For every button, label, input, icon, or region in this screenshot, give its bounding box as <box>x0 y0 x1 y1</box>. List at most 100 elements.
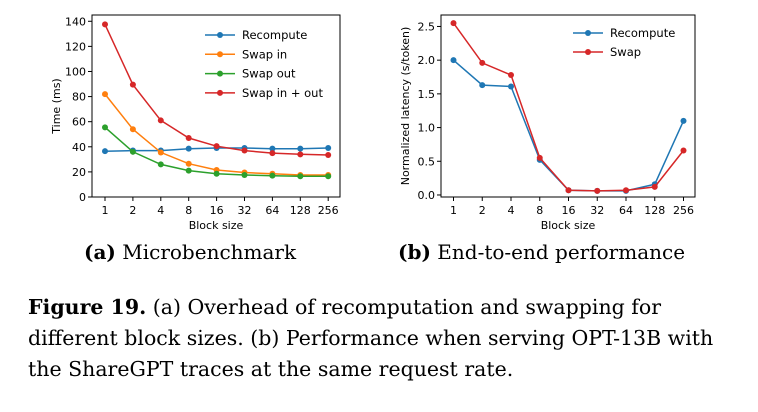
panelb-series-1-point <box>680 147 687 154</box>
panelb-xtick-label: 8 <box>536 204 543 217</box>
panela-legend-label: Swap in <box>242 47 287 61</box>
panelb-legend-marker <box>585 30 591 36</box>
panela-ytick-label: 20 <box>72 166 86 179</box>
panelb-series-line-1 <box>452 22 685 192</box>
panelb-series-1-point <box>536 154 543 161</box>
panela-ytick-label: 140 <box>65 15 86 28</box>
panela-series-1-point <box>102 91 108 98</box>
subcaption-b-text: End-to-end performance <box>437 240 686 264</box>
panela-series-2-point <box>325 173 332 180</box>
subcaption-a-label: (a) <box>84 240 116 264</box>
panelb-xtick-label: 1 <box>450 204 457 217</box>
panela-xlabel: Block size <box>189 219 244 232</box>
panelb-series-1-point <box>450 20 457 27</box>
panelb-ytick-label: 0.5 <box>418 155 436 168</box>
panelb-ytick-label: 0.0 <box>418 189 436 202</box>
panelb-legend-marker <box>585 49 591 55</box>
panela-series-3-point <box>297 151 304 158</box>
panelb-series-1-point <box>623 187 629 194</box>
panela-series-3-point <box>213 143 220 150</box>
panela-series-3-point <box>269 150 276 157</box>
panela-xtick-label: 1 <box>102 204 109 217</box>
panela-series-3-point <box>102 21 108 28</box>
panelb-series-0-point <box>450 57 457 64</box>
panelb-xtick-label: 128 <box>644 204 665 217</box>
panela-series-3-point <box>325 151 332 158</box>
panelb-legend-label: Swap <box>610 45 641 59</box>
panelb-xlabel: Block size <box>541 219 596 232</box>
panelb-series-1-point <box>565 187 572 194</box>
panelb-xtick-label: 16 <box>562 204 576 217</box>
panela-series-3-point <box>241 147 248 154</box>
panelb-series-1-point <box>651 183 658 190</box>
panela-series-2-point <box>102 124 108 131</box>
panela-series-1-point <box>129 126 136 133</box>
panelb-ytick-label: 1.0 <box>418 122 436 135</box>
panelb-ytick-label: 2.5 <box>418 20 436 33</box>
panelb-ytick-label: 1.5 <box>418 88 436 101</box>
panela-series-2-point <box>269 172 276 179</box>
panela-series-1-point <box>185 160 192 167</box>
panela-ytick-label: 40 <box>72 141 86 154</box>
subcaption-b: (b) End-to-end performance <box>398 240 685 264</box>
panela-series-line-1 <box>104 93 329 176</box>
panela-ylabel: Time (ms) <box>50 78 63 134</box>
panela-xtick-label: 4 <box>157 204 164 217</box>
panela-legend-label: Swap in + out <box>242 86 323 100</box>
panelb-series-1-point <box>594 187 601 194</box>
panela-legend-label: Recompute <box>242 28 307 42</box>
figure-caption: Figure 19. (a) Overhead of recomputation… <box>28 292 738 385</box>
panela-legend-marker <box>217 89 223 96</box>
panelb-xtick-label: 64 <box>619 204 633 217</box>
panela-series-0-point <box>297 145 304 152</box>
panela-xtick-label: 64 <box>265 204 279 217</box>
panela-ytick-label: 0 <box>79 191 86 204</box>
panela-legend-label: Swap out <box>242 67 296 81</box>
panela-legend-marker <box>217 32 223 38</box>
panelb-xtick-label: 32 <box>590 204 604 217</box>
panelb-ylabel: Normalized latency (s/token) <box>399 27 412 186</box>
panela-legend-marker <box>217 51 223 58</box>
panelb-ytick-label: 2.0 <box>418 54 436 67</box>
panela-ytick-label: 60 <box>72 116 86 129</box>
panela-series-3-point <box>129 81 136 88</box>
panela-series-3-point <box>185 135 192 142</box>
subcaption-a: (a) Microbenchmark <box>84 240 296 264</box>
panela-xtick-label: 2 <box>129 204 136 217</box>
panela-series-0-point <box>102 148 108 155</box>
panela-xtick-label: 128 <box>290 204 311 217</box>
panelb-series-0-point <box>680 117 687 124</box>
figure-caption-text: (a) Overhead of recomputation and swappi… <box>28 295 714 381</box>
panelb-xtick-label: 256 <box>673 204 694 217</box>
panela-ytick-label: 100 <box>65 65 86 78</box>
panelb-series-1-point <box>508 71 514 78</box>
panela-series-2-point <box>241 172 248 179</box>
panela-series-1-point <box>157 149 164 156</box>
panela-series-0-point <box>269 145 276 152</box>
panela-xtick-label: 8 <box>185 204 192 217</box>
panelb-series-1-point <box>479 59 486 66</box>
panela-legend-marker <box>217 70 223 77</box>
subcaption-b-label: (b) <box>398 240 431 264</box>
panelb-series-0-point <box>479 82 486 89</box>
panela-plot-frame <box>91 14 341 198</box>
panelb-legend-label: Recompute <box>610 26 675 40</box>
panela-series-3-point <box>157 117 164 124</box>
panela-xtick-label: 256 <box>318 204 339 217</box>
panelb-xtick-label: 4 <box>508 204 515 217</box>
panela-ytick-label: 120 <box>65 40 86 53</box>
panela-series-2-point <box>129 148 136 155</box>
panela-series-2-point <box>157 161 164 168</box>
panela-series-2-point <box>185 167 192 174</box>
panelb-series-0-point <box>508 83 514 90</box>
subcaption-a-text: Microbenchmark <box>122 240 297 264</box>
panelb-xtick-label: 2 <box>479 204 486 217</box>
figure-caption-label: Figure 19. <box>28 295 147 319</box>
panela-ytick-label: 80 <box>72 91 86 104</box>
panela-xtick-label: 16 <box>210 204 224 217</box>
panelb-series-line-0 <box>453 59 685 192</box>
panela-series-0-point <box>325 145 332 152</box>
panela-series-2-point <box>297 173 304 180</box>
panelb-plot-frame <box>440 14 696 198</box>
